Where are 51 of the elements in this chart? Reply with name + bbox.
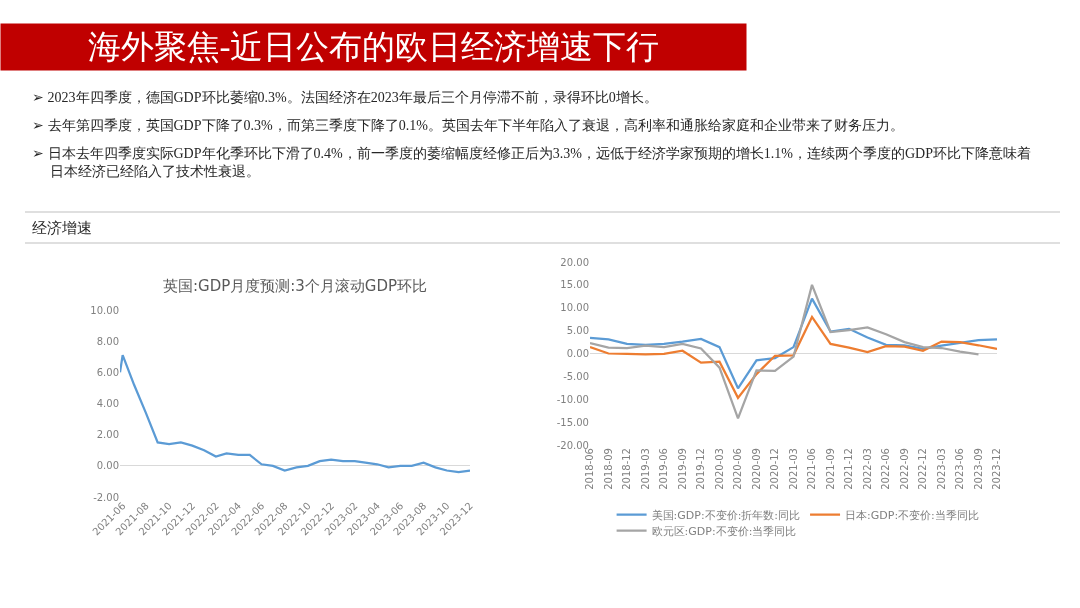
line-series <box>590 297 997 390</box>
x-tick-label: 2020-09 <box>750 448 762 490</box>
text: 海外聚焦-近日公布的欧日经济增速下行 <box>87 29 660 65</box>
y-tick-label: 10.00 <box>560 302 589 314</box>
y-tick-label: -2.00 <box>93 491 119 503</box>
x-tick-label: 2022-09 <box>898 448 910 490</box>
x-tick-label: 2023-06 <box>954 448 966 490</box>
x-tick-label: 2021-09 <box>824 448 836 490</box>
x-tick-label: 2022-12 <box>917 448 929 490</box>
x-tick-label: 2019-06 <box>658 448 670 490</box>
legend-label: 欧元区:GDP:不变价:当季同比 <box>651 524 797 538</box>
x-tick-label: 2023-03 <box>935 448 947 490</box>
y-tick-label: 8.00 <box>96 335 119 347</box>
legend-label: 美国:GDP:不变价:折年数:同比 <box>651 508 801 522</box>
x-tick-label: 2019-12 <box>695 448 707 490</box>
x-tick-label: 2020-06 <box>732 448 744 490</box>
y-tick-label: 4.00 <box>96 398 119 409</box>
x-tick-label: 2021-12 <box>843 448 855 490</box>
y-tick-label: 6.00 <box>96 366 119 378</box>
x-tick-label: 2019-03 <box>639 448 651 490</box>
line-series <box>590 283 980 420</box>
x-tick-label: 2020-12 <box>769 448 781 490</box>
y-tick-label: 0.00 <box>96 460 119 472</box>
chart-title: 英国:GDP月度预测:3个月滚动GDP环比 <box>163 277 428 295</box>
x-tick-label: 2022-03 <box>861 448 873 490</box>
y-tick-label: 5.00 <box>566 325 589 337</box>
line-series <box>120 354 470 474</box>
x-tick-label: 2020-03 <box>713 448 725 490</box>
x-tick-label: 2023-09 <box>972 448 984 490</box>
text: ➢ 2023年四季度，德国GDP环比萎缩0.3%。法国经济在2023年最后三个月停滞不前，录得环比0增长。 <box>32 90 658 105</box>
y-tick-label: 0.00 <box>566 348 589 359</box>
x-tick-label: 2021-03 <box>787 448 799 490</box>
x-tick-label: 2023-12 <box>991 448 1003 490</box>
y-tick-label: 10.00 <box>90 304 119 316</box>
y-tick-label: -15.00 <box>556 416 589 428</box>
x-tick-label: 2018-09 <box>602 448 614 490</box>
x-tick-label: 2021-06 <box>806 448 818 490</box>
x-tick-label: 2018-06 <box>584 448 596 490</box>
legend-label: 日本:GDP:不变价:当季同比 <box>845 508 979 522</box>
y-tick-label: 20.00 <box>560 256 589 268</box>
text: ➢ 去年第四季度，英国GDP下降了0.3%，而第三季度下降了0.1%。英国去年下半年陷入了衰退，高利率和通胀给家庭和企业带来了财务压力。 <box>32 118 904 133</box>
y-tick-label: -10.00 <box>556 393 589 405</box>
x-tick-label: 2022-06 <box>880 448 892 490</box>
y-tick-label: 2.00 <box>96 429 119 441</box>
text: ➢ 日本去年四季度实际GDP年化季环比下滑了0.4%，前一季度的萎缩幅度经修正后为3.3%，远低于经济学家预期的增长1.1%，连续两个季度的GDP环比下降意味着日本经济已经陷入了技术性衰退。 <box>32 146 1031 180</box>
x-tick-label: 2019-09 <box>676 448 688 490</box>
text: 经济增速 <box>32 220 92 236</box>
x-tick-label: 2018-12 <box>621 448 633 490</box>
line-series <box>590 315 997 400</box>
y-tick-label: 15.00 <box>560 279 589 291</box>
y-tick-label: -5.00 <box>563 370 589 382</box>
